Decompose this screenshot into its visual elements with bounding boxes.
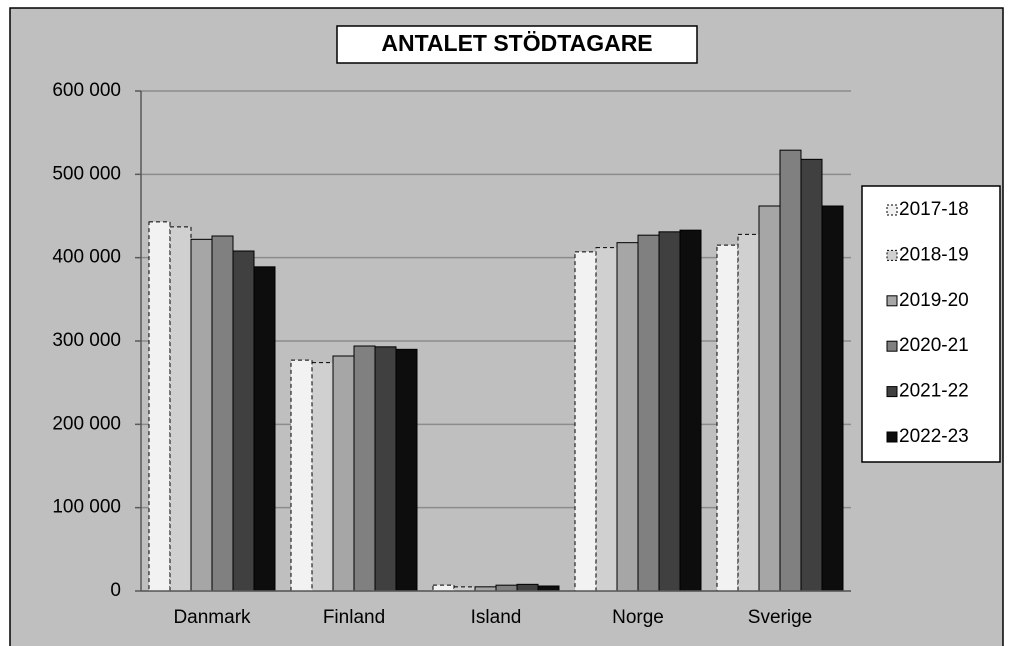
bar: [432, 584, 455, 592]
bar: [169, 226, 192, 592]
bar: [211, 235, 234, 592]
legend-label: 2019-20: [899, 290, 969, 311]
bar: [374, 346, 397, 592]
legend-swatch: [886, 431, 898, 443]
y-tick-label: 600 000: [52, 80, 121, 101]
x-tick-label: Island: [471, 607, 522, 628]
y-tick-label: 0: [110, 580, 121, 601]
bar: [311, 362, 334, 592]
bar: [290, 359, 313, 592]
y-tick-label: 300 000: [52, 330, 121, 351]
bar: [637, 234, 660, 592]
legend-label: 2018-19: [899, 244, 969, 265]
bar: [253, 266, 276, 592]
bar: [395, 348, 418, 592]
legend-swatch: [886, 204, 898, 216]
x-tick-label: Norge: [612, 607, 664, 628]
legend-label: 2020-21: [899, 335, 969, 356]
legend-swatch: [886, 386, 898, 398]
legend-box: [861, 185, 1001, 463]
legend-swatch: [886, 340, 898, 352]
bar: [495, 584, 518, 592]
bar: [658, 231, 681, 592]
y-tick-label: 200 000: [52, 413, 121, 434]
bar: [353, 345, 376, 592]
bar: [679, 229, 702, 592]
bar: [737, 233, 760, 592]
bar: [574, 251, 597, 592]
y-tick-label: 500 000: [52, 163, 121, 184]
x-tick-label: Sverige: [748, 607, 812, 628]
bar: [616, 242, 639, 592]
bar: [595, 247, 618, 592]
bar: [821, 205, 844, 592]
bar: [779, 149, 802, 592]
legend-swatch: [886, 295, 898, 307]
bar: [716, 244, 739, 592]
legend-label: 2022-23: [899, 426, 969, 447]
title-box: [336, 25, 698, 64]
bar: [332, 355, 355, 592]
bar: [190, 238, 213, 592]
y-tick-label: 400 000: [52, 247, 121, 268]
bar: [232, 250, 255, 592]
chart-title: ANTALET STÖDTAGARE: [381, 30, 652, 56]
bar: [516, 583, 539, 592]
legend-label: 2021-22: [899, 381, 969, 402]
legend-swatch: [886, 249, 898, 261]
bar: [758, 205, 781, 592]
bar: [148, 221, 171, 592]
y-tick-label: 100 000: [52, 497, 121, 518]
legend-label: 2017-18: [899, 199, 969, 220]
x-tick-label: Finland: [323, 607, 385, 628]
x-tick-label: Danmark: [173, 607, 251, 628]
bar: [800, 158, 823, 592]
